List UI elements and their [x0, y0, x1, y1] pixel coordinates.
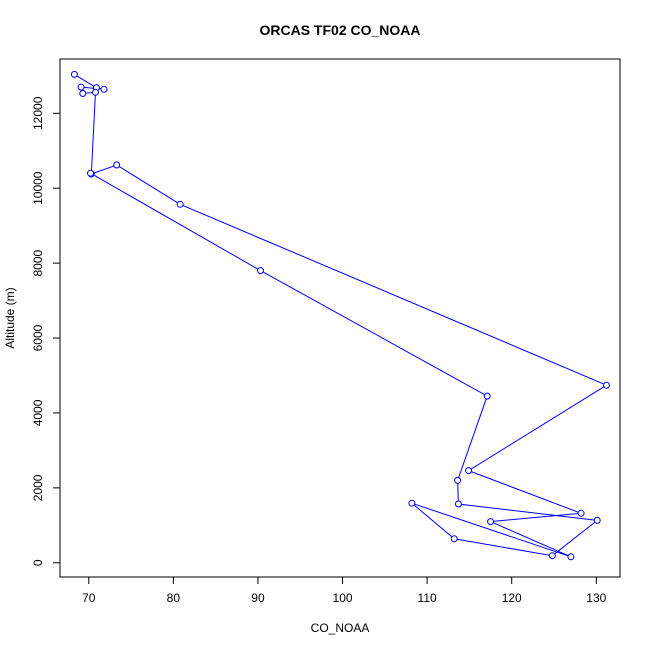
data-point — [79, 90, 87, 97]
x-tick-label: 80 — [167, 591, 181, 605]
x-tick-label: 90 — [251, 591, 265, 605]
data-point — [92, 88, 99, 96]
x-tick-label: 70 — [82, 591, 96, 605]
data-point — [408, 499, 416, 507]
x-axis-label: CO_NOAA — [311, 621, 370, 635]
data-point — [593, 516, 601, 524]
y-tick-label: 12000 — [31, 96, 45, 130]
series-layer — [70, 70, 610, 561]
data-point — [100, 85, 108, 93]
data-point — [70, 70, 78, 78]
y-tick-label: 2000 — [31, 474, 45, 501]
data-point — [603, 381, 610, 389]
x-tick-label: 100 — [333, 591, 353, 605]
data-point — [454, 476, 462, 484]
x-tick-label: 130 — [586, 591, 606, 605]
y-tick-label: 4000 — [31, 399, 45, 426]
data-point — [450, 535, 458, 543]
y-tick-label: 6000 — [31, 324, 45, 351]
data-point — [77, 83, 85, 91]
data-point — [567, 553, 575, 561]
x-tick-label: 110 — [418, 591, 437, 605]
plot-frame — [59, 58, 621, 578]
x-tick-label: 120 — [502, 591, 522, 605]
data-point — [454, 500, 462, 508]
chart-title: ORCAS TF02 CO_NOAA — [259, 22, 420, 38]
data-point — [257, 267, 264, 275]
data-point — [113, 161, 121, 169]
data-point — [465, 467, 473, 475]
series-line — [74, 73, 608, 558]
data-point — [176, 200, 184, 208]
y-tick-label: 0 — [31, 559, 45, 566]
data-point — [577, 509, 585, 517]
data-point — [87, 169, 94, 177]
data-point — [483, 392, 491, 400]
y-tick-label: 10000 — [31, 171, 45, 205]
data-point — [487, 518, 495, 526]
y-axis: 0 2000 4000 6000 8000 10000 12000 — [31, 96, 61, 566]
data-point — [548, 552, 556, 560]
y-axis-label: Altitude (m) — [3, 287, 17, 348]
y-tick-label: 8000 — [31, 249, 45, 276]
x-axis: 70 80 90 100 110 120 130 — [82, 576, 607, 605]
